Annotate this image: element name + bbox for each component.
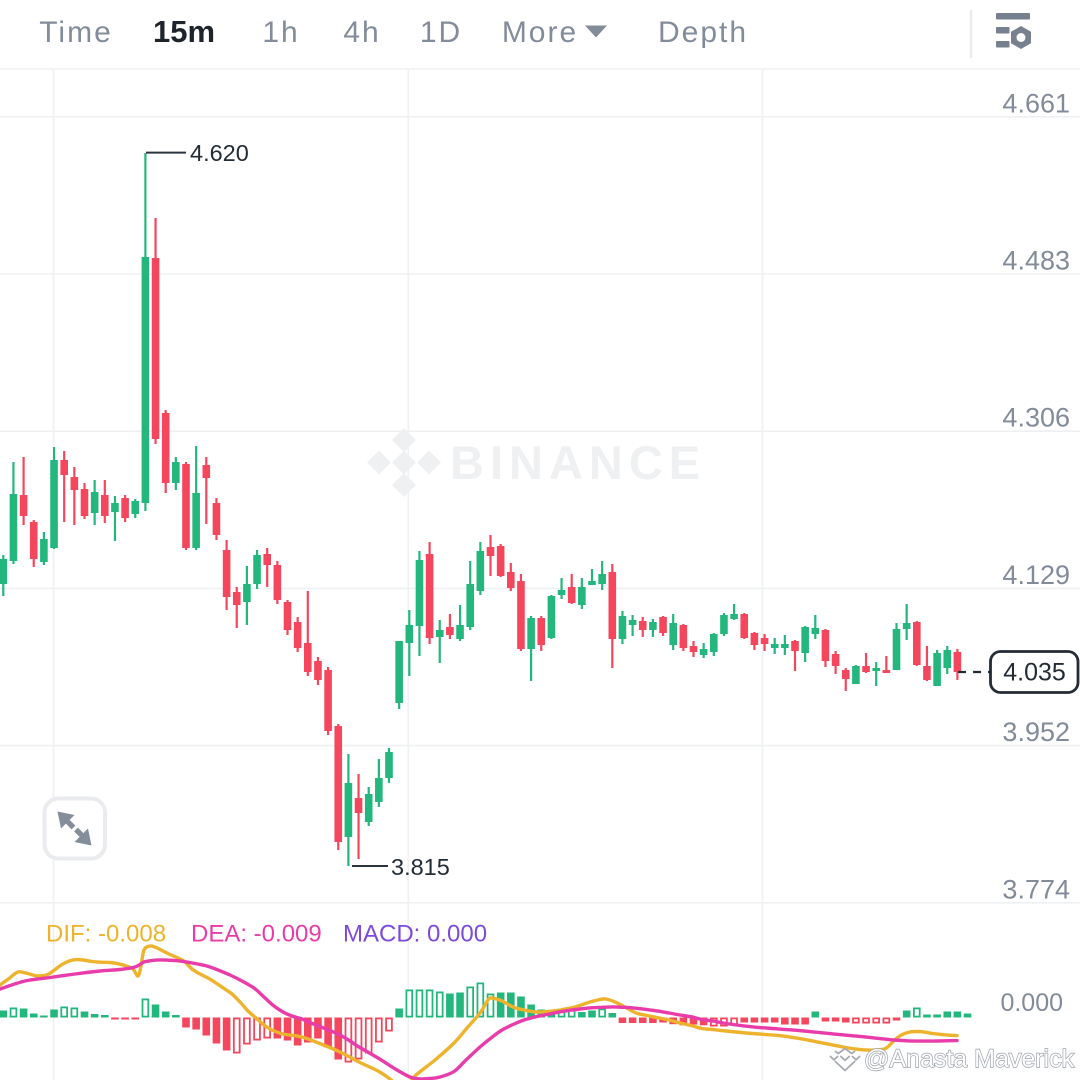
svg-text:4.129: 4.129 xyxy=(1002,560,1070,590)
svg-text:MACD: 0.000: MACD: 0.000 xyxy=(343,921,487,948)
svg-text:Time: Time xyxy=(39,16,113,49)
svg-text:3.952: 3.952 xyxy=(1002,717,1070,747)
svg-text:DIF: -0.008: DIF: -0.008 xyxy=(46,921,166,948)
svg-text:DEA: -0.009: DEA: -0.009 xyxy=(191,921,322,948)
svg-text:Depth: Depth xyxy=(658,16,748,49)
svg-text:4.035: 4.035 xyxy=(1003,659,1066,687)
svg-text:3.774: 3.774 xyxy=(1002,874,1070,904)
svg-text:3.815: 3.815 xyxy=(391,854,450,880)
svg-text:4.661: 4.661 xyxy=(1002,88,1070,118)
svg-text:@Anasta Maverick: @Anasta Maverick xyxy=(864,1045,1075,1073)
svg-text:1h: 1h xyxy=(262,16,299,49)
svg-text:1D: 1D xyxy=(420,16,462,49)
svg-text:BINANCE: BINANCE xyxy=(450,436,706,489)
svg-text:4.306: 4.306 xyxy=(1002,403,1070,433)
svg-text:4.620: 4.620 xyxy=(190,140,249,166)
svg-text:4h: 4h xyxy=(343,16,380,49)
svg-text:15m: 15m xyxy=(153,14,215,49)
svg-text:4.483: 4.483 xyxy=(1002,246,1070,276)
svg-text:More: More xyxy=(502,16,578,49)
svg-text:0.000: 0.000 xyxy=(1000,989,1063,1017)
